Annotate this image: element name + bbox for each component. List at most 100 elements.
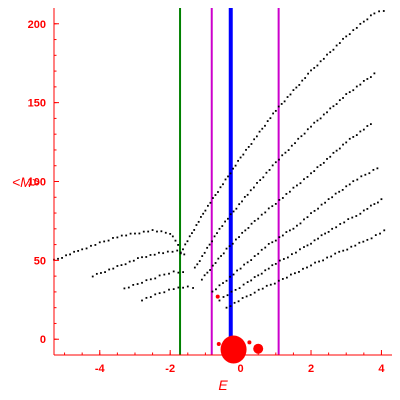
data-point	[238, 287, 241, 290]
data-point	[218, 227, 221, 230]
data-point	[277, 279, 280, 282]
data-point	[241, 297, 244, 299]
data-point	[332, 151, 335, 154]
data-point	[217, 191, 219, 193]
data-point	[120, 234, 123, 237]
data-point	[348, 137, 351, 140]
data-point	[383, 229, 386, 232]
data-point	[163, 291, 166, 294]
data-point	[303, 246, 305, 248]
data-point	[313, 170, 316, 172]
data-point	[327, 198, 330, 200]
data-point	[151, 229, 154, 231]
data-point	[348, 33, 351, 36]
data-point	[158, 274, 161, 277]
data-point	[255, 135, 258, 138]
data-point	[298, 84, 301, 86]
data-point	[229, 305, 232, 308]
data-point	[313, 121, 316, 124]
data-point	[348, 183, 351, 186]
data-point	[116, 236, 119, 239]
data-point	[313, 239, 316, 242]
data-point	[257, 252, 260, 255]
data-point	[141, 256, 143, 259]
data-point	[373, 12, 376, 15]
y-axis-title: <M>	[12, 174, 40, 190]
data-point	[271, 241, 274, 244]
data-point	[319, 164, 322, 166]
data-point	[219, 186, 222, 189]
data-point	[278, 236, 281, 239]
data-point	[377, 201, 379, 204]
data-point	[257, 274, 260, 277]
highlight-point-0	[220, 335, 247, 364]
data-point	[229, 275, 231, 278]
data-point	[292, 89, 295, 92]
data-point	[202, 212, 205, 215]
highlight-point-3	[216, 341, 221, 346]
data-point	[81, 248, 84, 251]
data-point	[299, 222, 302, 225]
data-point	[218, 284, 221, 287]
data-point	[286, 256, 289, 259]
data-point	[284, 151, 287, 154]
data-point	[358, 241, 361, 244]
x-tick-label: -2	[165, 363, 175, 375]
data-point	[261, 287, 264, 290]
data-point	[362, 240, 365, 243]
data-point	[234, 164, 237, 167]
data-point	[147, 230, 150, 233]
data-point	[298, 270, 300, 273]
data-point	[356, 178, 359, 181]
data-point	[346, 248, 349, 251]
data-point	[209, 201, 212, 204]
data-point	[322, 57, 325, 60]
data-point	[290, 273, 292, 276]
data-point	[285, 276, 288, 279]
data-point	[193, 229, 196, 231]
data-point	[211, 240, 213, 243]
data-point	[310, 212, 312, 215]
data-point	[329, 107, 332, 110]
data-point	[373, 72, 376, 75]
data-point	[310, 125, 312, 128]
data-point	[260, 272, 263, 275]
data-point	[226, 294, 229, 297]
data-point	[77, 250, 80, 252]
data-point	[342, 249, 345, 252]
x-tick-label: 0	[238, 363, 244, 375]
data-point	[288, 229, 291, 232]
data-point	[277, 105, 280, 108]
data-point	[237, 300, 240, 303]
data-point	[273, 282, 276, 285]
data-point	[246, 281, 249, 283]
y-tick-label: 150	[28, 98, 46, 110]
y-tick-label: 50	[34, 255, 46, 267]
data-point	[138, 232, 141, 235]
data-point	[322, 113, 325, 116]
data-point	[124, 263, 127, 266]
data-point	[137, 257, 139, 259]
data-point	[370, 237, 373, 240]
data-point	[57, 257, 59, 260]
data-point	[283, 100, 286, 103]
data-point	[382, 10, 385, 12]
data-point	[231, 242, 234, 245]
data-point	[374, 234, 377, 236]
data-point	[153, 253, 156, 256]
x-tick-label: 2	[308, 363, 314, 375]
data-point	[307, 72, 309, 75]
data-point	[366, 238, 369, 241]
data-point	[278, 158, 280, 161]
data-point	[225, 279, 228, 282]
data-point	[326, 53, 328, 56]
data-point	[260, 213, 263, 216]
data-point	[335, 226, 338, 229]
highlight-point-1	[253, 343, 264, 354]
data-point	[364, 173, 367, 176]
data-point	[160, 230, 163, 233]
data-point	[227, 217, 229, 220]
data-point	[238, 236, 240, 238]
data-point	[264, 246, 267, 249]
